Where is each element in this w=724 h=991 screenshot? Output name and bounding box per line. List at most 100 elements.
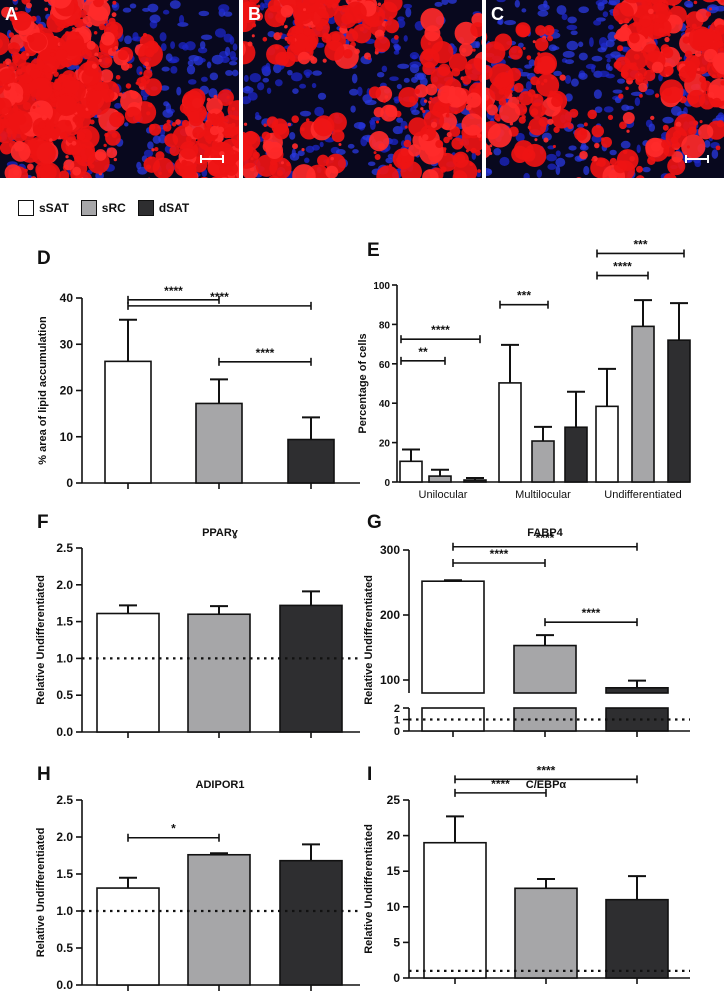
chart-i-bar-2 [605,898,669,979]
chart-h-ytick-label-3: 1.5 [56,867,73,881]
chart-e-bar-2-0 [595,405,619,483]
panel-label-i: I [367,764,372,785]
chart-d-ytick-label-0: 0 [66,476,73,490]
chart-g-ytick-lower-label-1: 1 [394,715,400,727]
legend-label-dsat: dSAT [158,201,190,215]
chart-g-ytick-lower-label-2: 2 [394,703,400,715]
chart-f-ylabel: Relative Undifferentiated [35,575,47,705]
chart-f-ytick-label-4: 2.0 [56,578,73,592]
chart-i-title: C/EBPα [526,779,567,791]
chart-h-ytick-label-2: 1.0 [56,904,73,918]
panel-label-f: F [37,512,49,533]
panel-label-a: A [5,4,18,24]
chart-g-sig-0-label: **** [536,531,555,545]
panel-label-e: E [367,240,380,261]
chart-g-bar-upper-0 [421,580,485,694]
chart-g-ylabel: Relative Undifferentiated [363,575,375,705]
chart-h-bar-0 [96,887,160,986]
legend-item-dsat: dSAT [137,200,190,216]
chart-h-ytick-label-0: 0.0 [56,978,73,991]
chart-e-ytick-label-3: 60 [379,360,391,371]
panel-label-h: H [37,764,51,785]
chart-h-bar-2 [279,859,343,986]
chart-g-ytick-upper-label-0: 100 [380,673,400,687]
chart-e-bar-0-0 [399,460,423,483]
panel-label-d: D [37,248,51,269]
chart-e-ytick-label-4: 80 [379,320,391,331]
legend-label-ssat: sSAT [39,201,69,215]
chart-e-bar-1-0 [498,382,522,483]
chart-e-category-0: Unilocular [419,489,468,501]
chart-g-sig-2-label: **** [582,606,601,620]
chart-f-ytick-label-2: 1.0 [56,651,73,665]
legend-item-src: sRC [80,200,126,216]
chart-g-ytick-lower-label-0: 0 [394,726,400,738]
panel-label-b: B [248,4,261,24]
chart-f-bar-1 [187,613,251,733]
chart-e-bar-2-1 [631,325,655,483]
chart-d-ytick-label-2: 20 [60,384,74,398]
chart-e-category-2: Undifferentiated [604,489,681,501]
chart-i-ytick-label-2: 10 [387,900,401,914]
chart-e-bar-1-2 [564,426,588,483]
chart-i-ytick-label-1: 5 [393,935,400,949]
chart-g-bar-lower-2 [605,707,669,732]
chart-f-bar-0 [96,612,160,733]
legend-swatch-ssat [18,200,34,216]
chart-d-bar-0 [104,360,152,484]
microscopy-panels: A B C [0,0,724,178]
chart-e-ytick-label-0: 0 [384,478,390,489]
chart-e-sig-2-label: *** [517,289,531,303]
micrograph-c: C [486,0,724,178]
chart-d-ytick-label-1: 10 [60,430,74,444]
chart-f-ytick-label-3: 1.5 [56,615,73,629]
chart-i-ytick-label-4: 20 [387,829,401,843]
chart-h-ytick-label-1: 0.5 [56,941,73,955]
chart-i-ytick-label-0: 0 [393,971,400,985]
chart-g-ytick-upper-label-2: 300 [380,543,400,557]
chart-d-ytick-label-3: 30 [60,337,74,351]
chart-i-sig-1-label: **** [491,777,510,791]
chart-e-ytick-label-5: 100 [373,281,390,292]
chart-f-title: PPARɣ [202,527,239,539]
chart-e-bar-0-1 [428,475,452,483]
chart-f-ytick-label-0: 0.0 [56,725,73,739]
chart-e-bar-1-1 [531,440,555,483]
chart-f-ytick-label-1: 0.5 [56,688,73,702]
chart-e-ylabel: Percentage of cells [357,333,369,433]
chart-g-bar-upper-1 [513,644,577,694]
legend-item-ssat: sSAT [18,200,69,216]
chart-e-sig-1-label: ** [418,345,428,359]
chart-d-bar-2 [287,438,335,484]
chart-h-ytick-label-4: 2.0 [56,830,73,844]
chart-h-bar-1 [187,853,251,986]
panel-label-g: G [367,512,382,533]
chart-e-category-1: Multilocular [515,489,571,501]
chart-f-bar-2 [279,604,343,733]
chart-e-ytick-label-1: 20 [379,439,391,450]
chart-d-ytick-label-4: 40 [60,291,74,305]
micrograph-b: B [243,0,482,178]
chart-h-ylabel: Relative Undifferentiated [35,828,47,958]
chart-g-bar-upper-2 [605,686,669,694]
chart-e-sig-4-label: **** [613,260,632,274]
chart-f-ytick-label-5: 2.5 [56,541,73,555]
chart-e-bar-2-2 [667,339,691,483]
legend-swatch-src [80,200,97,216]
chart-h-title: ADIPOR1 [196,779,245,791]
chart-g-ytick-upper-label-1: 200 [380,608,400,622]
chart-e-sig-0-label: **** [431,323,450,337]
chart-i-ytick-label-5: 25 [387,793,401,807]
chart-h-ytick-label-5: 2.5 [56,793,73,807]
chart-g-title: FABP4 [527,527,563,539]
micrograph-a: A [0,0,239,178]
legend-label-src: sRC [101,201,126,215]
chart-i-bar-0 [423,841,487,979]
chart-e-sig-3-label: *** [633,237,647,251]
legend: sSAT sRC dSAT [18,197,189,219]
panel-label-c: C [491,4,504,24]
chart-d-sig-1-label: **** [164,284,183,298]
chart-i-ytick-label-3: 15 [387,864,401,878]
chart-i-ylabel: Relative Undifferentiated [363,824,375,954]
